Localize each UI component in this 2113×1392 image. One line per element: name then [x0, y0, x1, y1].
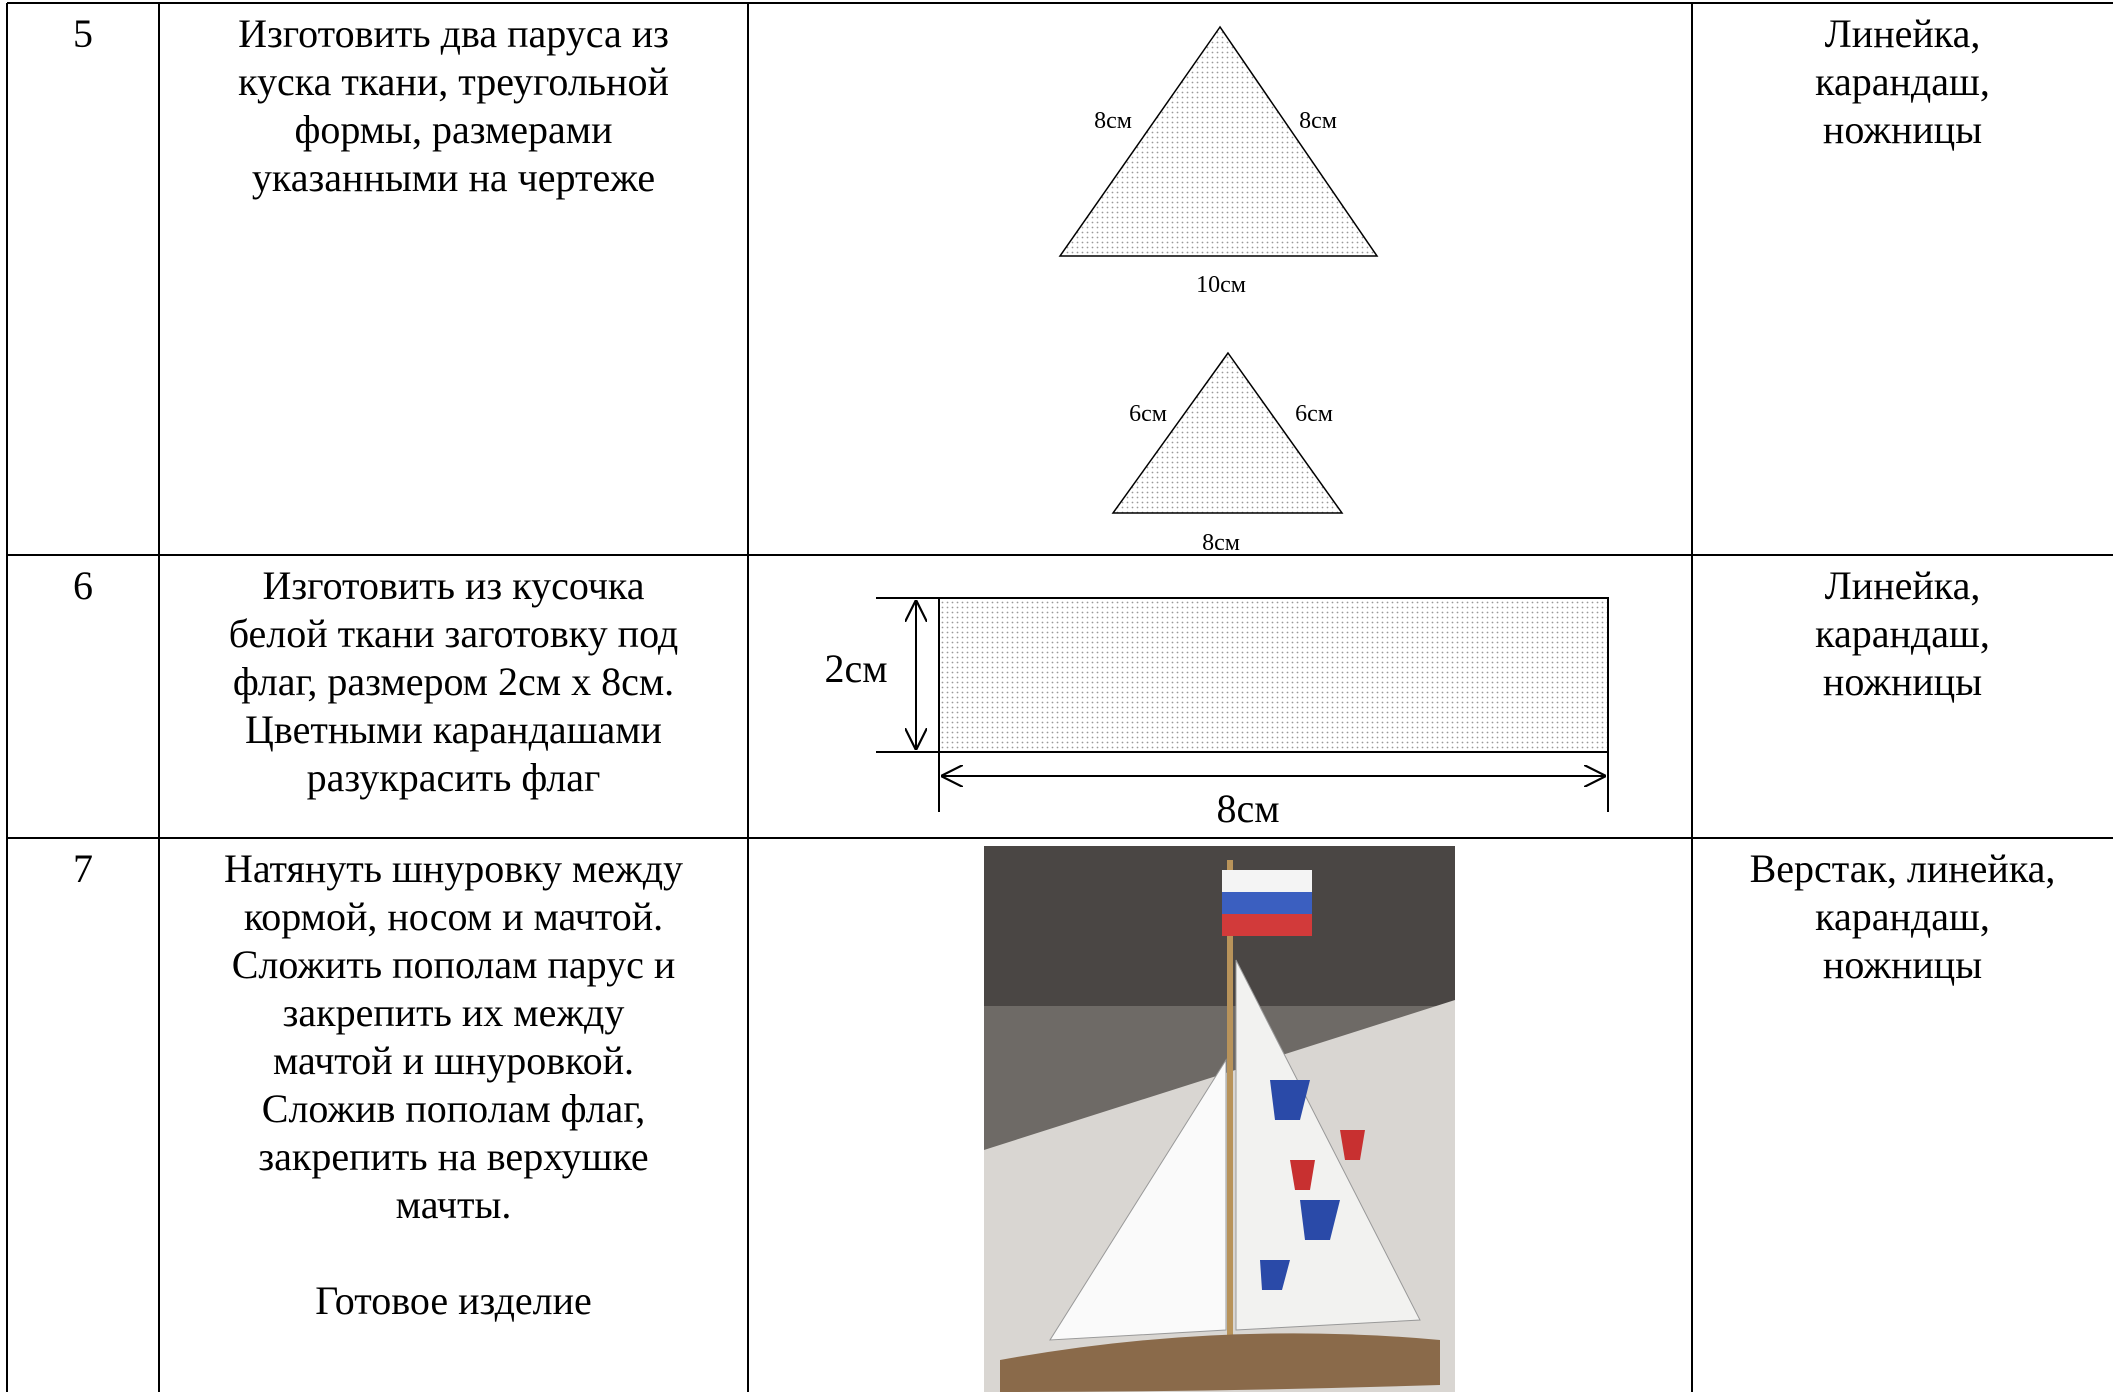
- grid-lines: [6, 2, 2113, 1392]
- text-line: ножницы: [1822, 659, 1983, 704]
- text-line: ножницы: [1822, 107, 1983, 152]
- text-line: Натянуть шнуровку между: [223, 846, 684, 891]
- dim-label: 6см: [1129, 401, 1167, 427]
- text-line: мачты.: [395, 1182, 512, 1227]
- text-line: куска ткани, треугольной: [238, 59, 669, 104]
- text-line: 6: [73, 563, 93, 608]
- text-line: карандаш,: [1815, 611, 1990, 656]
- text-line: Изготовить из кусочка: [262, 563, 645, 608]
- task-text: Натянуть шнуровку между кормой, носом и м…: [159, 845, 748, 1325]
- text-line: разукрасить флаг: [306, 755, 601, 800]
- text-line: Верстак, линейка,: [1749, 846, 2056, 891]
- text-line: закрепить их между: [282, 990, 625, 1035]
- boat-photo: [984, 846, 1455, 1392]
- diagram-labels: 8см 8см 10см 6см 6см 8см: [1094, 108, 1337, 556]
- text-line: Изготовить два паруса из: [238, 11, 669, 56]
- text-line: 7: [73, 846, 93, 891]
- text-line: указанными на чертеже: [251, 155, 656, 200]
- dimension-lines: [876, 597, 1609, 812]
- text-line: Линейка,: [1824, 11, 1981, 56]
- dim-label: 8см: [1299, 108, 1337, 134]
- dim-label: 2см: [824, 646, 887, 691]
- text-line: карандаш,: [1815, 59, 1990, 104]
- large-sail: [1058, 25, 1379, 257]
- text-line: флаг, размером 2см х 8см.: [232, 659, 675, 704]
- flag-blank: [938, 597, 1609, 753]
- tools-text: Линейка, карандаш, ножницы: [1692, 10, 2113, 154]
- text-line: Сложить пополам парус и: [231, 942, 676, 987]
- dim-label: 8см: [1216, 786, 1279, 831]
- row-number: 7: [7, 845, 159, 893]
- dim-label: 8см: [1094, 108, 1132, 134]
- text-line: кормой, носом и мачтой.: [243, 894, 664, 939]
- row-number: 6: [7, 562, 159, 610]
- text-line: мачтой и шнуровкой.: [273, 1038, 634, 1083]
- task-text: Изготовить два паруса из куска ткани, тре…: [159, 10, 748, 202]
- row-number: 5: [7, 10, 159, 58]
- tools-text: Линейка, карандаш, ножницы: [1692, 562, 2113, 706]
- text-line: Сложив пополам флаг,: [261, 1086, 646, 1131]
- dim-label: 10см: [1196, 272, 1246, 298]
- text-line: закрепить на верхушке: [258, 1134, 649, 1179]
- text-line: Цветными карандашами: [245, 707, 662, 752]
- dim-label: 6см: [1295, 401, 1333, 427]
- text-line: Линейка,: [1824, 563, 1981, 608]
- small-sail: [1111, 351, 1344, 514]
- text-line: Готовое изделие: [315, 1278, 592, 1323]
- text-line: 5: [73, 11, 93, 56]
- text-line: белой ткани заготовку под: [228, 611, 679, 656]
- text-line: ножницы: [1822, 942, 1983, 987]
- tools-text: Верстак, линейка, карандаш, ножницы: [1692, 845, 2113, 989]
- text-line: карандаш,: [1815, 894, 1990, 939]
- dim-label: 8см: [1202, 530, 1240, 556]
- text-line: формы, размерами: [294, 107, 613, 152]
- task-text: Изготовить из кусочка белой ткани заготов…: [159, 562, 748, 802]
